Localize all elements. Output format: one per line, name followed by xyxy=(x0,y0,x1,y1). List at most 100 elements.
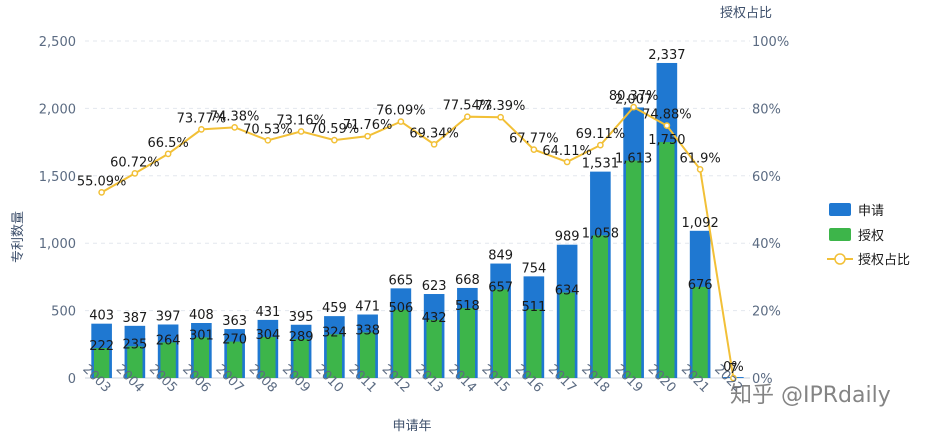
grant-bar xyxy=(260,337,276,378)
ratio-value-label: 0% xyxy=(723,360,744,375)
y2-tick-label: 60% xyxy=(752,170,781,185)
apply-value-label: 408 xyxy=(189,308,214,323)
ratio-value-label: 73.77% xyxy=(177,111,227,126)
grant-value-label: 304 xyxy=(255,328,280,343)
apply-value-label: 2,337 xyxy=(648,48,685,63)
grant-bar xyxy=(359,332,376,378)
ratio-value-label: 70.59% xyxy=(310,122,360,137)
grant-bar xyxy=(160,342,176,378)
x-axis-ticks: 2003 2004 2005 2006 2007 2008 2009 2010 2011 2012… xyxy=(79,362,745,396)
ratio-value-label: 69.34% xyxy=(409,126,459,141)
ratio-value-label: 76.09% xyxy=(376,104,426,119)
y-tick-label: 2,500 xyxy=(39,35,76,50)
ratio-line-path xyxy=(101,105,735,379)
ratio-value-label: 80.37% xyxy=(609,89,659,104)
grant-bar xyxy=(492,289,509,378)
grant-value-label: 324 xyxy=(322,325,347,340)
apply-value-label: 2,007 xyxy=(615,92,652,107)
ratio-point xyxy=(696,166,704,173)
legend-marker-ratio xyxy=(834,253,846,265)
grant-value-label: 518 xyxy=(455,299,480,314)
y2-axis-title: 授权占比 xyxy=(720,5,772,21)
legend-label-grant: 授权 xyxy=(858,228,884,244)
y-tick-label: 1,500 xyxy=(39,170,76,185)
ratio-value-label: 70.53% xyxy=(243,122,293,137)
grant-bar xyxy=(559,292,575,378)
legend-swatch-apply xyxy=(829,203,851,216)
apply-value-label: 363 xyxy=(222,314,247,329)
apply-value-label: 431 xyxy=(255,305,280,320)
apply-value-label: 668 xyxy=(455,273,480,288)
grant-bar xyxy=(226,341,243,378)
ratio-value-label: 69.11% xyxy=(576,127,626,142)
apply-value-label: 1,092 xyxy=(682,216,719,231)
ratio-value-label: 66.5% xyxy=(147,136,188,151)
ratio-point xyxy=(464,113,471,121)
y2-tick-label: 40% xyxy=(752,237,781,252)
ratio-point xyxy=(264,136,272,144)
apply-value-label: 623 xyxy=(422,279,447,294)
apply-value-label: 459 xyxy=(322,301,347,316)
apply-value-label: 754 xyxy=(521,261,546,276)
ratio-point xyxy=(364,132,371,140)
y-tick-label: 500 xyxy=(51,305,76,320)
grant-bar xyxy=(93,348,110,378)
grant-value-label: 235 xyxy=(122,337,147,352)
ratio-point xyxy=(730,374,737,382)
y-axis-title: 专利数量 xyxy=(11,211,26,263)
grant-value-label: 506 xyxy=(388,301,413,316)
ratio-value-label: 74.88% xyxy=(642,108,692,123)
ratio-point xyxy=(663,122,671,130)
apply-value-label: 397 xyxy=(156,309,181,324)
apply-value-label: 989 xyxy=(555,230,580,245)
y-tick-label: 0 xyxy=(68,372,76,387)
y2-tick-label: 80% xyxy=(752,102,781,117)
apply-value-label: 395 xyxy=(289,310,314,325)
y2-axis-ticks: 0% 20% 40% 60% 80% 100% xyxy=(752,35,789,387)
watermark: 知乎 @IPRdaily xyxy=(730,383,891,408)
y2-tick-label: 20% xyxy=(752,305,781,320)
grant-bars xyxy=(93,142,708,378)
grant-bar xyxy=(659,142,675,378)
y-axis-ticks: 0 500 1,000 1,500 2,000 2,500 xyxy=(39,35,76,387)
ratio-point xyxy=(497,113,504,121)
grant-value-label: 1,058 xyxy=(582,226,619,241)
grant-bar xyxy=(526,309,542,378)
data-labels: 403 222 387 235 397 264 408 301 363 270 431 304 395 2… xyxy=(77,48,744,377)
y2-tick-label: 0% xyxy=(752,372,773,387)
apply-value-label: 471 xyxy=(355,300,380,315)
legend-label-apply: 申请 xyxy=(858,204,884,219)
ratio-point xyxy=(297,128,305,135)
x-axis-title: 申请年 xyxy=(392,419,431,434)
grant-bar xyxy=(393,309,409,378)
grant-bar xyxy=(193,337,210,378)
grant-value-label: 264 xyxy=(156,333,181,348)
ratio-value-label: 60.72% xyxy=(110,155,160,170)
legend-label-ratio: 授权占比 xyxy=(858,252,910,268)
ratio-value-label: 64.11% xyxy=(542,144,592,159)
grant-value-label: 289 xyxy=(289,330,314,345)
ratio-point xyxy=(98,188,105,196)
ratio-point xyxy=(630,103,637,111)
ratio-point xyxy=(198,126,205,133)
apply-value-label: 7 xyxy=(729,362,737,377)
grant-value-label: 634 xyxy=(555,284,580,299)
y-tick-label: 1,000 xyxy=(39,237,76,252)
ratio-value-label: 55.09% xyxy=(77,174,127,189)
ratio-value-label: 74.38% xyxy=(210,109,260,124)
grant-bar xyxy=(293,339,309,378)
grant-bar xyxy=(426,319,442,378)
apply-value-label: 849 xyxy=(488,249,513,264)
apply-value-label: 387 xyxy=(122,311,147,326)
y-tick-label: 2,000 xyxy=(39,102,76,117)
ratio-value-label: 77.54% xyxy=(443,99,493,114)
ratio-point xyxy=(397,118,405,125)
grant-bar xyxy=(459,308,476,378)
grant-value-label: 657 xyxy=(488,280,513,295)
ratio-line xyxy=(98,103,737,382)
ratio-value-label: 73.16% xyxy=(276,113,326,128)
ratio-point xyxy=(231,123,238,131)
grant-value-label: 301 xyxy=(189,328,214,343)
